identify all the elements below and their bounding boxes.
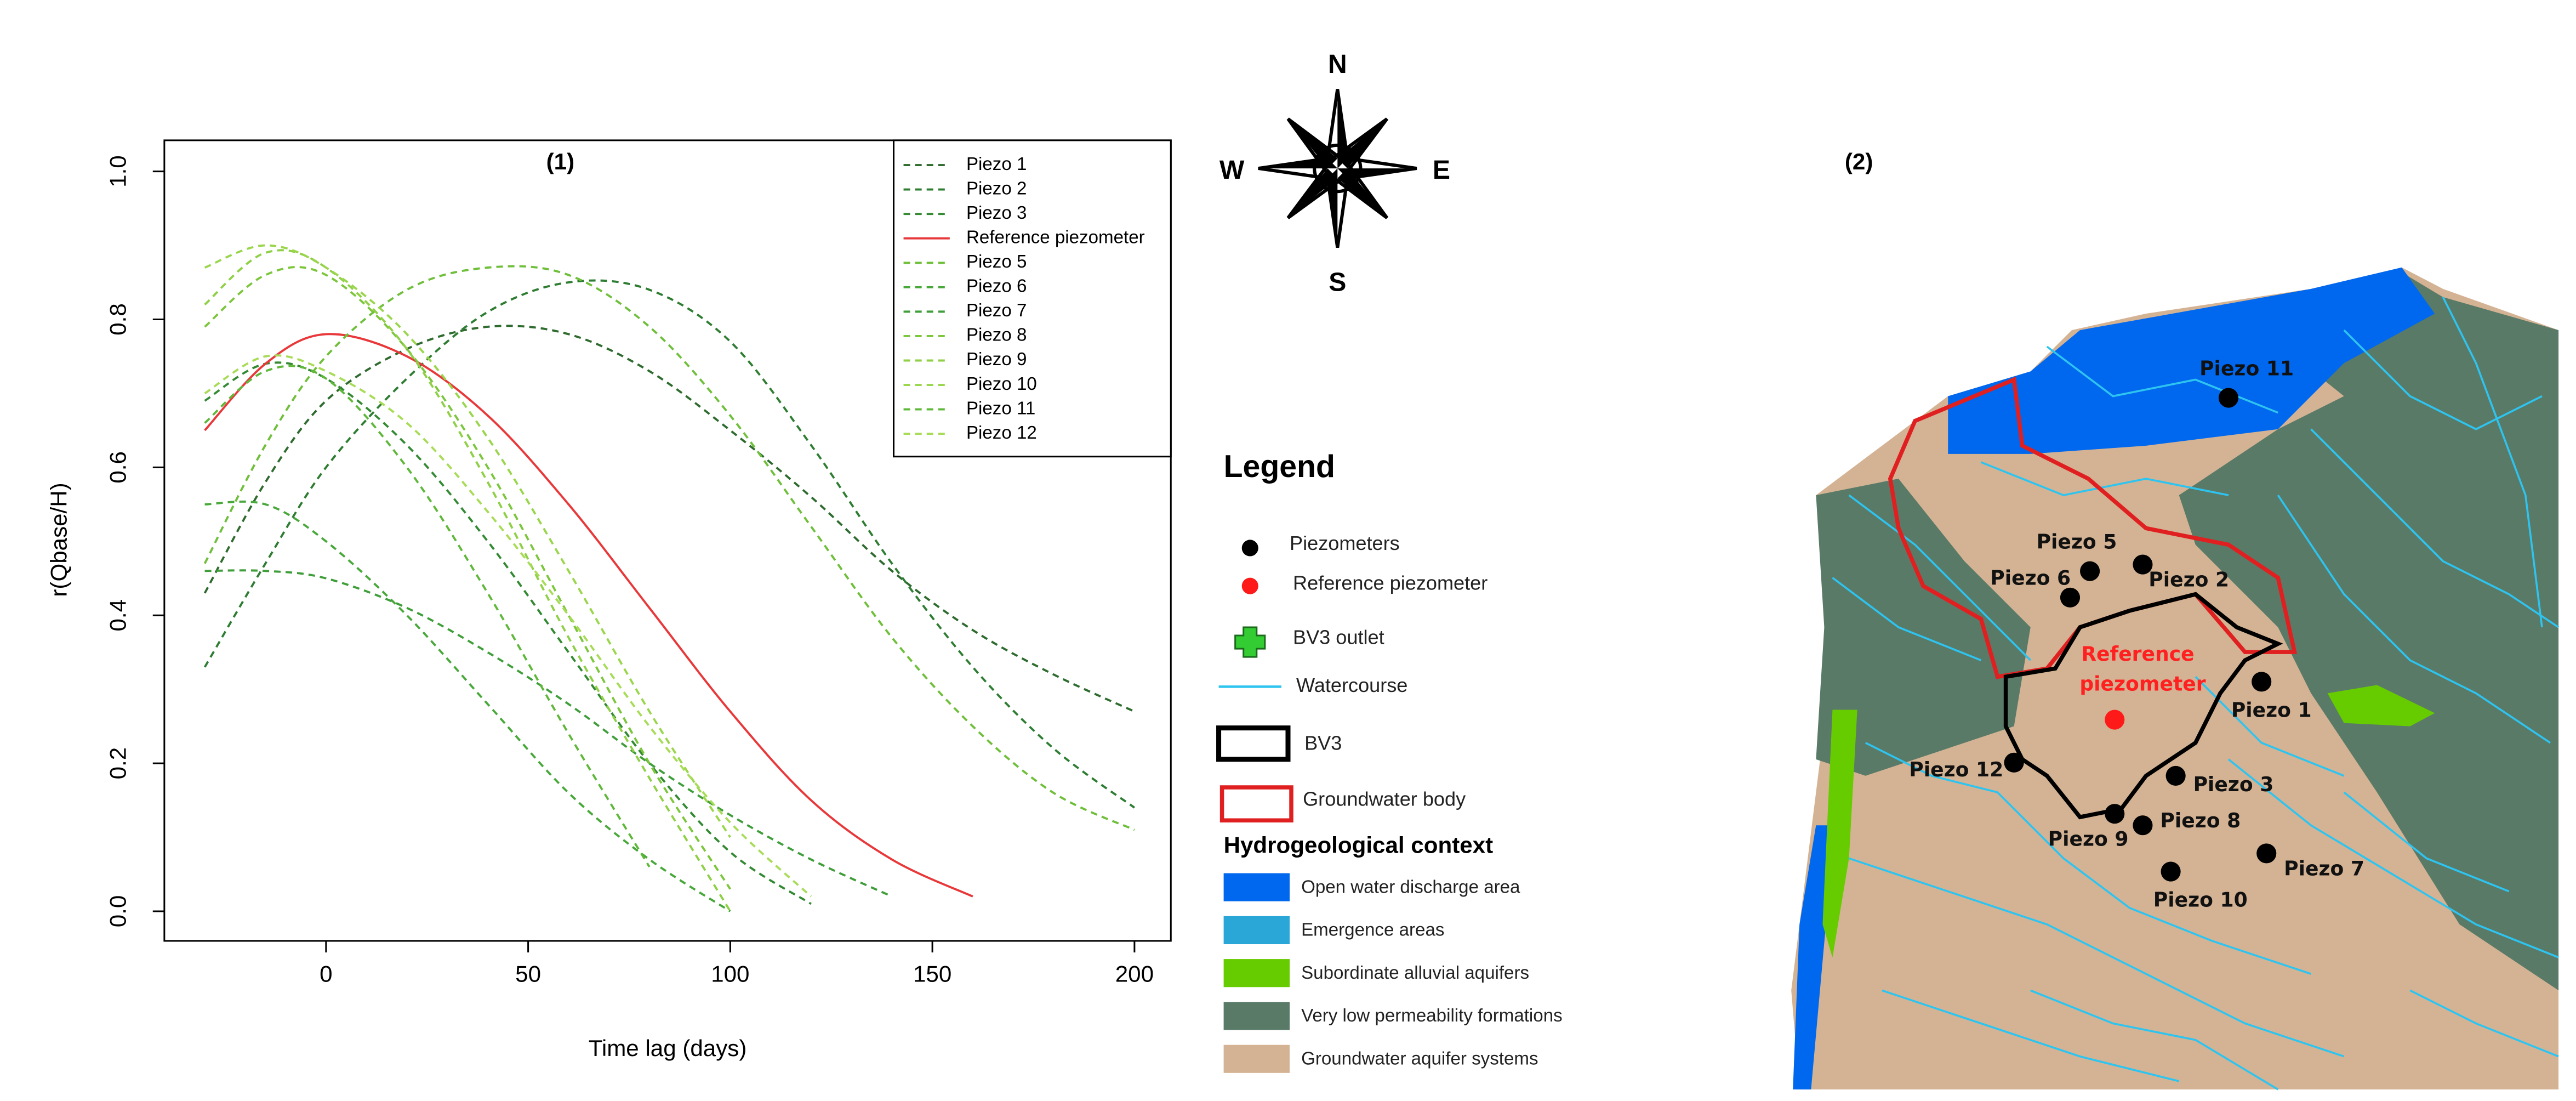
legend-item: Groundwater body: [1303, 788, 1466, 810]
legend-label: Piezo 3: [966, 203, 1027, 223]
y-tick-label: 1.0: [105, 155, 131, 188]
groundwater-body-outline: [1888, 377, 2298, 679]
reference-point: [2105, 710, 2125, 730]
legend-label: Piezo 10: [966, 374, 1037, 394]
y-tick-label: 0.0: [105, 895, 131, 928]
x-tick-label: 0: [320, 961, 332, 986]
legend-label: Piezo 11: [966, 398, 1035, 418]
lines: [203, 244, 1136, 912]
series-line: [204, 266, 732, 890]
piezo-label: Piezo 6: [1990, 566, 2071, 590]
map: (2) Piezo 1 Piezo 2 Piezo 3 Pi: [1791, 149, 2560, 1091]
watercourses: [1832, 297, 2560, 1091]
piezo-label: Piezo 2: [2148, 568, 2229, 592]
piezo-label: Piezo 12: [1909, 758, 2003, 781]
legend-swatch: [1223, 1045, 1290, 1073]
piezo-label: Piezo 5: [2037, 530, 2117, 553]
legend-label: Reference piezometer: [966, 227, 1145, 247]
legend-item: Groundwater aquifer systems: [1301, 1048, 1538, 1069]
chart: (1) Time lag (days) r(Qbase/H) 0 50 100 150…: [45, 139, 1172, 1061]
legend-item: BV3 outlet: [1293, 626, 1384, 649]
panel-label: (2): [1845, 149, 1873, 174]
plot-frame: [163, 139, 1172, 942]
legend-item: BV3: [1304, 731, 1342, 754]
legend-item: Very low permeability formations: [1301, 1006, 1563, 1026]
legend-subtitle: Hydrogeological context: [1224, 832, 1494, 858]
series-line: [204, 365, 651, 868]
piezo-label: Piezo 3: [2193, 773, 2274, 796]
piezo-label: Piezo 7: [2284, 857, 2364, 881]
legend-symbol: [1234, 626, 1266, 658]
piezo-label: Piezo 1: [2231, 699, 2312, 722]
compass-label: N: [1328, 49, 1347, 79]
piezo-label: Piezo 9: [2048, 827, 2129, 850]
legend-item: Reference piezometer: [1293, 571, 1488, 594]
legend-symbol: [1241, 577, 1258, 594]
piezo-label: Piezo 8: [2160, 809, 2241, 832]
legend-symbol: [1241, 540, 1258, 557]
x-tick-label: 200: [1115, 961, 1154, 986]
y-tick-label: 0.2: [105, 747, 131, 780]
series-line: [204, 361, 812, 905]
low-permeability-area: [2179, 272, 2559, 991]
compass-label: S: [1329, 268, 1346, 297]
series-line: [204, 333, 973, 898]
y-tick-label: 0.8: [105, 303, 131, 336]
legend-item: Emergence areas: [1301, 920, 1444, 940]
low-permeability-area: [1816, 479, 2031, 776]
compass-label: E: [1433, 155, 1450, 185]
legend-label: Piezo 2: [966, 178, 1027, 198]
legend-swatch: [1223, 1002, 1290, 1030]
y-axis-label: r(Qbase/H): [45, 483, 71, 597]
x-tick-label: 50: [515, 961, 541, 986]
legend-label: Piezo 12: [966, 423, 1037, 443]
panel-label: (1): [546, 149, 574, 174]
reference-label: Reference: [2081, 642, 2194, 666]
series-line: [204, 244, 732, 838]
series-line: [204, 500, 731, 912]
x-tick-label: 100: [711, 961, 749, 986]
y-tick-label: 0.6: [105, 451, 131, 484]
legend-item: Watercourse: [1296, 674, 1407, 696]
compass-label: W: [1219, 155, 1245, 185]
series-line: [204, 569, 893, 898]
alluvial-area: [1822, 710, 1857, 958]
legend-label: Piezo 9: [966, 349, 1027, 370]
bv3-outline: [2003, 592, 2283, 820]
y-tick-label: 0.4: [105, 599, 131, 632]
series-line: [204, 354, 812, 898]
legend-item: Open water discharge area: [1301, 877, 1520, 897]
discharge-area: [1948, 267, 2435, 454]
series-line: [204, 249, 732, 912]
x-axis-label: Time lag (days): [589, 1035, 747, 1061]
legend-label: Piezo 8: [966, 325, 1027, 345]
legend-label: Piezo 7: [966, 300, 1027, 321]
legend-item: Piezometers: [1290, 532, 1400, 554]
series-line: [203, 325, 1135, 713]
x-tick-label: 150: [913, 961, 951, 986]
legend-title: Legend: [1224, 449, 1335, 484]
legend-label: Piezo 5: [966, 252, 1027, 272]
legend-swatch: [1223, 959, 1290, 988]
piezo-label: Piezo 10: [2153, 888, 2248, 912]
map-legend: Legend Piezometers Reference piezometer …: [1216, 449, 1563, 1073]
legend-label: Piezo 1: [966, 154, 1027, 174]
reference-label: piezometer: [2079, 672, 2205, 695]
compass: N S W E: [1219, 49, 1450, 297]
piezometer-points: [2004, 388, 2277, 882]
series-line: [203, 265, 1135, 831]
legend-swatch: [1223, 916, 1290, 945]
legend-box: [892, 139, 1172, 458]
legend-symbol: [1216, 725, 1291, 762]
alluvial-area: [2327, 685, 2435, 727]
series-line: [203, 279, 1136, 809]
piezo-label: Piezo 11: [2199, 356, 2294, 380]
legend-swatch: [1223, 873, 1290, 901]
legend-label: Piezo 6: [966, 276, 1027, 297]
legend-item: Subordinate alluvial aquifers: [1301, 963, 1529, 983]
legend-symbol: [1219, 785, 1293, 822]
